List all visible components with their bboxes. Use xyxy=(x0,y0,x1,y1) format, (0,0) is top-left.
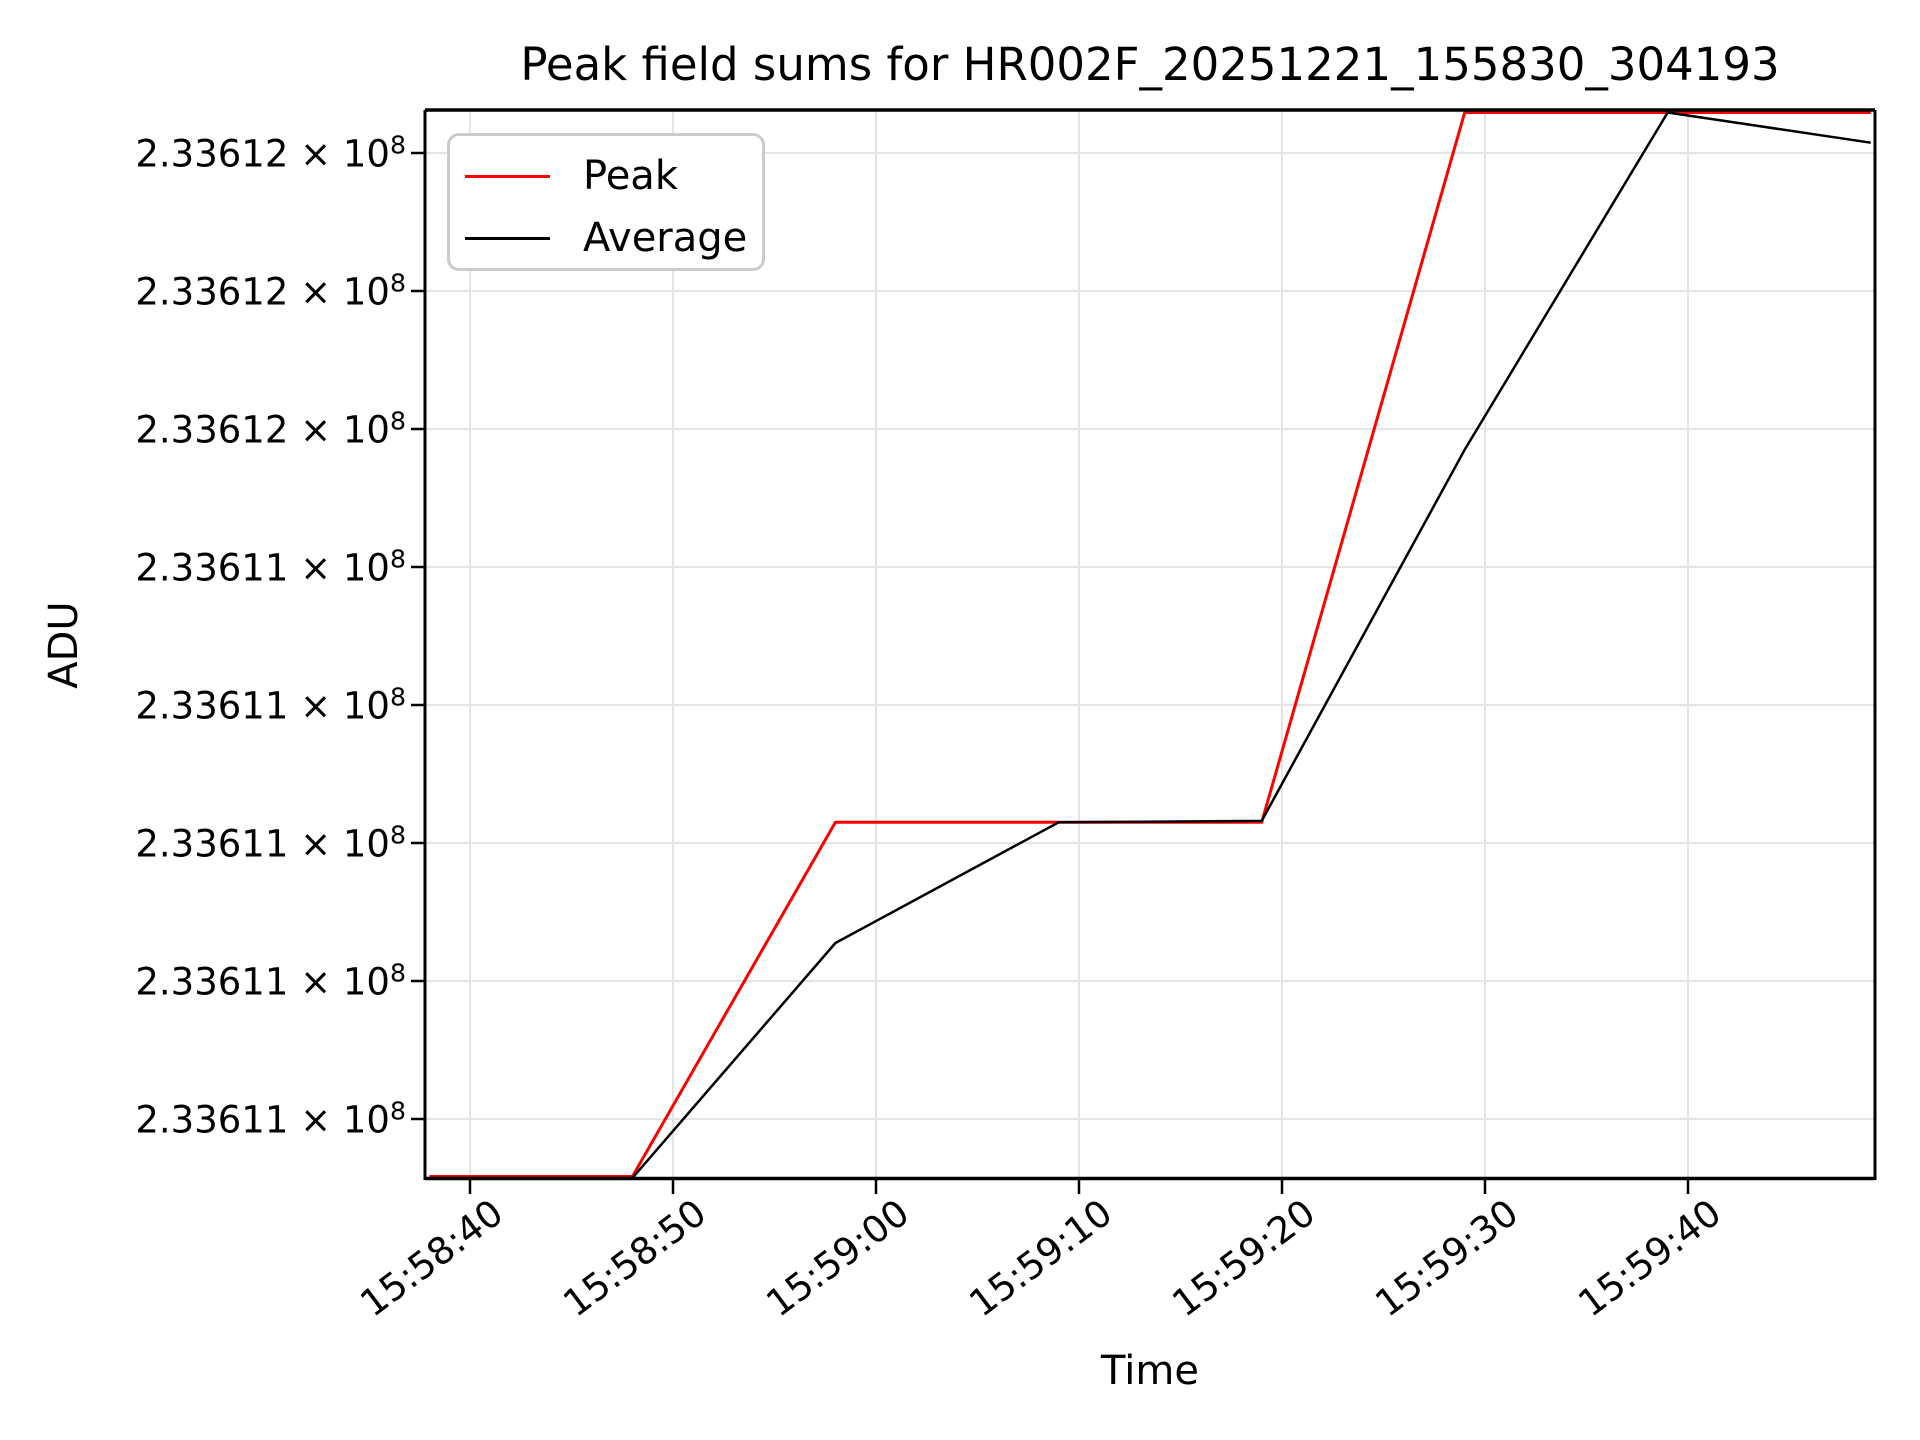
y-tick-label: 2.33611 × 108 xyxy=(135,544,406,590)
y-tick-label: 2.33612 × 108 xyxy=(135,406,406,452)
y-tick-label: 2.33612 × 108 xyxy=(135,268,406,314)
legend-line-sample xyxy=(465,236,550,240)
chart-title: Peak field sums for HR002F_20251221_1558… xyxy=(520,38,1780,91)
legend-item-peak: Peak xyxy=(465,148,678,204)
y-tick-label: 2.33611 × 108 xyxy=(135,958,406,1004)
y-tick-label: 2.33611 × 108 xyxy=(135,1096,406,1142)
y-axis-title: ADU xyxy=(41,601,87,689)
legend-line-sample xyxy=(465,174,550,178)
x-axis-title: Time xyxy=(1101,1348,1199,1394)
series-line-peak xyxy=(429,111,1871,1178)
series-line-average xyxy=(429,111,1871,1180)
legend-item-average: Average xyxy=(465,210,747,266)
y-tick-label: 2.33611 × 108 xyxy=(135,682,406,728)
y-tick-label: 2.33611 × 108 xyxy=(135,820,406,866)
legend-label: Average xyxy=(583,215,748,261)
legend-label: Peak xyxy=(583,153,678,199)
legend-box: Peak Average xyxy=(447,133,765,271)
y-tick-label: 2.33612 × 108 xyxy=(135,130,406,176)
